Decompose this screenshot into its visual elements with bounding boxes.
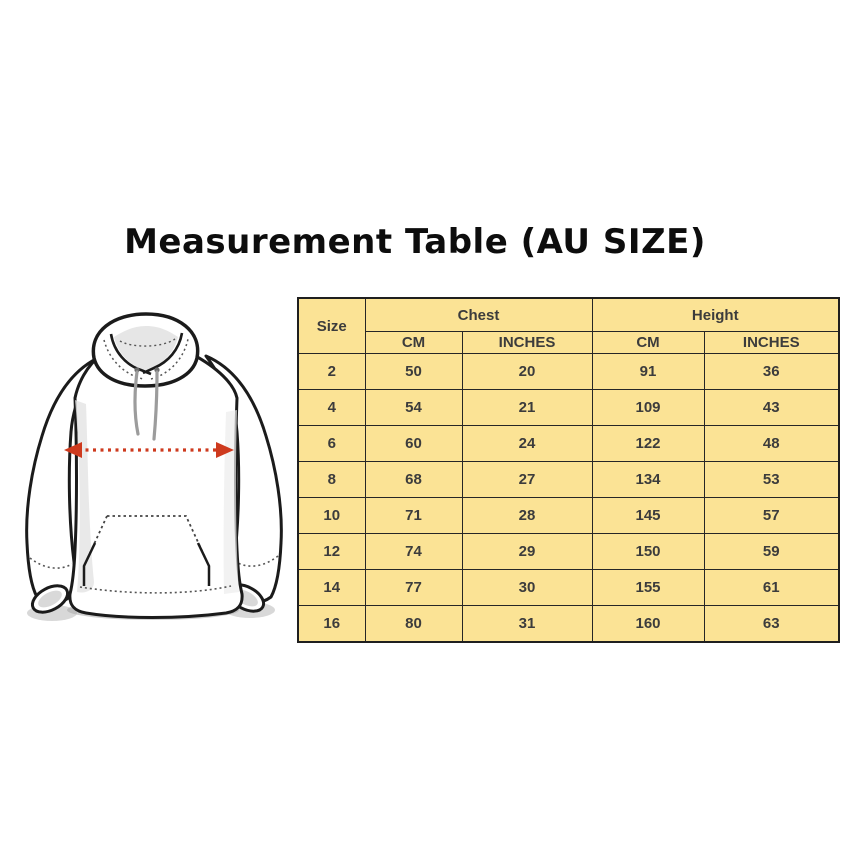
height-cm-cell: 134 bbox=[591, 461, 705, 498]
chest-inches-cell: 21 bbox=[461, 389, 593, 426]
size-cell: 6 bbox=[297, 425, 366, 462]
height-cm-cell: 150 bbox=[591, 533, 705, 570]
table-row: 4 54 21 109 43 bbox=[297, 389, 840, 426]
chest-inches-cell: 20 bbox=[461, 353, 593, 390]
height-inches-cell: 61 bbox=[703, 569, 840, 606]
chest-cm-cell: 60 bbox=[364, 425, 463, 462]
chest-cm-cell: 54 bbox=[364, 389, 463, 426]
size-cell: 10 bbox=[297, 497, 366, 534]
chest-inches-cell: 29 bbox=[461, 533, 593, 570]
size-cell: 12 bbox=[297, 533, 366, 570]
height-inches-cell: 43 bbox=[703, 389, 840, 426]
header-height-inches: INCHES bbox=[703, 331, 840, 354]
chest-inches-cell: 28 bbox=[461, 497, 593, 534]
header-height-cm: CM bbox=[591, 331, 705, 354]
size-cell: 2 bbox=[297, 353, 366, 390]
height-cm-cell: 160 bbox=[591, 605, 705, 643]
hood bbox=[91, 312, 200, 388]
height-cm-cell: 122 bbox=[591, 425, 705, 462]
height-inches-cell: 48 bbox=[703, 425, 840, 462]
table-row: 16 80 31 160 63 bbox=[297, 605, 840, 643]
kangaroo-pocket bbox=[82, 515, 211, 586]
chest-cm-cell: 80 bbox=[364, 605, 463, 643]
page-title: Measurement Table (AU SIZE) bbox=[124, 222, 706, 262]
height-cm-cell: 109 bbox=[591, 389, 705, 426]
chest-inches-cell: 24 bbox=[461, 425, 593, 462]
header-chest-cm: CM bbox=[364, 331, 463, 354]
chest-cm-cell: 71 bbox=[364, 497, 463, 534]
header-chest-inches: INCHES bbox=[461, 331, 593, 354]
height-cm-cell: 91 bbox=[591, 353, 705, 390]
height-inches-cell: 57 bbox=[703, 497, 840, 534]
height-inches-cell: 63 bbox=[703, 605, 840, 643]
size-cell: 8 bbox=[297, 461, 366, 498]
size-cell: 14 bbox=[297, 569, 366, 606]
chest-measure-arrow bbox=[64, 442, 234, 458]
header-chest: Chest bbox=[364, 297, 593, 332]
table-row: 8 68 27 134 53 bbox=[297, 461, 840, 498]
header-size: Size bbox=[297, 297, 366, 354]
chest-inches-cell: 27 bbox=[461, 461, 593, 498]
chest-inches-cell: 30 bbox=[461, 569, 593, 606]
size-table: Size Chest Height CM INCHES CM INCHES 2 … bbox=[297, 297, 840, 643]
hem-seam bbox=[79, 585, 232, 594]
chest-inches-cell: 31 bbox=[461, 605, 593, 643]
drawstrings bbox=[133, 370, 159, 441]
hoodie-illustration bbox=[10, 300, 300, 640]
chest-cm-cell: 74 bbox=[364, 533, 463, 570]
table-row: 12 74 29 150 59 bbox=[297, 533, 840, 570]
height-inches-cell: 36 bbox=[703, 353, 840, 390]
header-height: Height bbox=[591, 297, 840, 332]
left-cuff bbox=[30, 584, 70, 614]
size-cell: 16 bbox=[297, 605, 366, 643]
chest-cm-cell: 68 bbox=[364, 461, 463, 498]
table-row: 14 77 30 155 61 bbox=[297, 569, 840, 606]
height-inches-cell: 53 bbox=[703, 461, 840, 498]
height-cm-cell: 155 bbox=[591, 569, 705, 606]
table-row: 10 71 28 145 57 bbox=[297, 497, 840, 534]
height-inches-cell: 59 bbox=[703, 533, 840, 570]
height-cm-cell: 145 bbox=[591, 497, 705, 534]
table-row: 2 50 20 91 36 bbox=[297, 353, 840, 390]
size-cell: 4 bbox=[297, 389, 366, 426]
hoodie-drawing bbox=[25, 312, 283, 621]
chest-cm-cell: 77 bbox=[364, 569, 463, 606]
chest-cm-cell: 50 bbox=[364, 353, 463, 390]
table-row: 6 60 24 122 48 bbox=[297, 425, 840, 462]
